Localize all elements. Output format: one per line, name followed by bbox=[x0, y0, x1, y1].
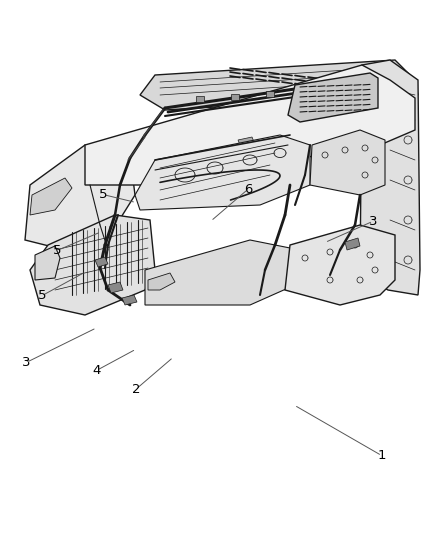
Polygon shape bbox=[309, 130, 384, 195]
Polygon shape bbox=[30, 178, 72, 215]
Text: 1: 1 bbox=[377, 449, 385, 462]
Text: 2: 2 bbox=[131, 383, 140, 395]
Polygon shape bbox=[108, 282, 123, 293]
Polygon shape bbox=[265, 91, 273, 97]
Polygon shape bbox=[287, 73, 377, 122]
Polygon shape bbox=[85, 65, 414, 185]
Polygon shape bbox=[145, 240, 294, 305]
Polygon shape bbox=[218, 138, 274, 178]
Polygon shape bbox=[25, 145, 135, 250]
Polygon shape bbox=[237, 137, 254, 145]
Polygon shape bbox=[135, 135, 309, 210]
Text: 5: 5 bbox=[37, 289, 46, 302]
Polygon shape bbox=[148, 273, 175, 290]
Text: 3: 3 bbox=[368, 215, 377, 228]
Text: 5: 5 bbox=[99, 188, 107, 201]
Polygon shape bbox=[230, 93, 238, 100]
Text: 3: 3 bbox=[22, 356, 31, 369]
Polygon shape bbox=[359, 60, 419, 295]
Polygon shape bbox=[195, 96, 204, 102]
Polygon shape bbox=[344, 238, 359, 250]
Polygon shape bbox=[300, 88, 308, 94]
Polygon shape bbox=[35, 246, 60, 280]
Polygon shape bbox=[284, 225, 394, 305]
Polygon shape bbox=[122, 295, 137, 305]
Text: 5: 5 bbox=[53, 244, 61, 257]
Text: 4: 4 bbox=[92, 364, 101, 377]
Polygon shape bbox=[95, 257, 108, 267]
Polygon shape bbox=[140, 60, 417, 110]
Polygon shape bbox=[30, 215, 155, 315]
Polygon shape bbox=[335, 86, 343, 92]
Text: 6: 6 bbox=[243, 183, 252, 196]
